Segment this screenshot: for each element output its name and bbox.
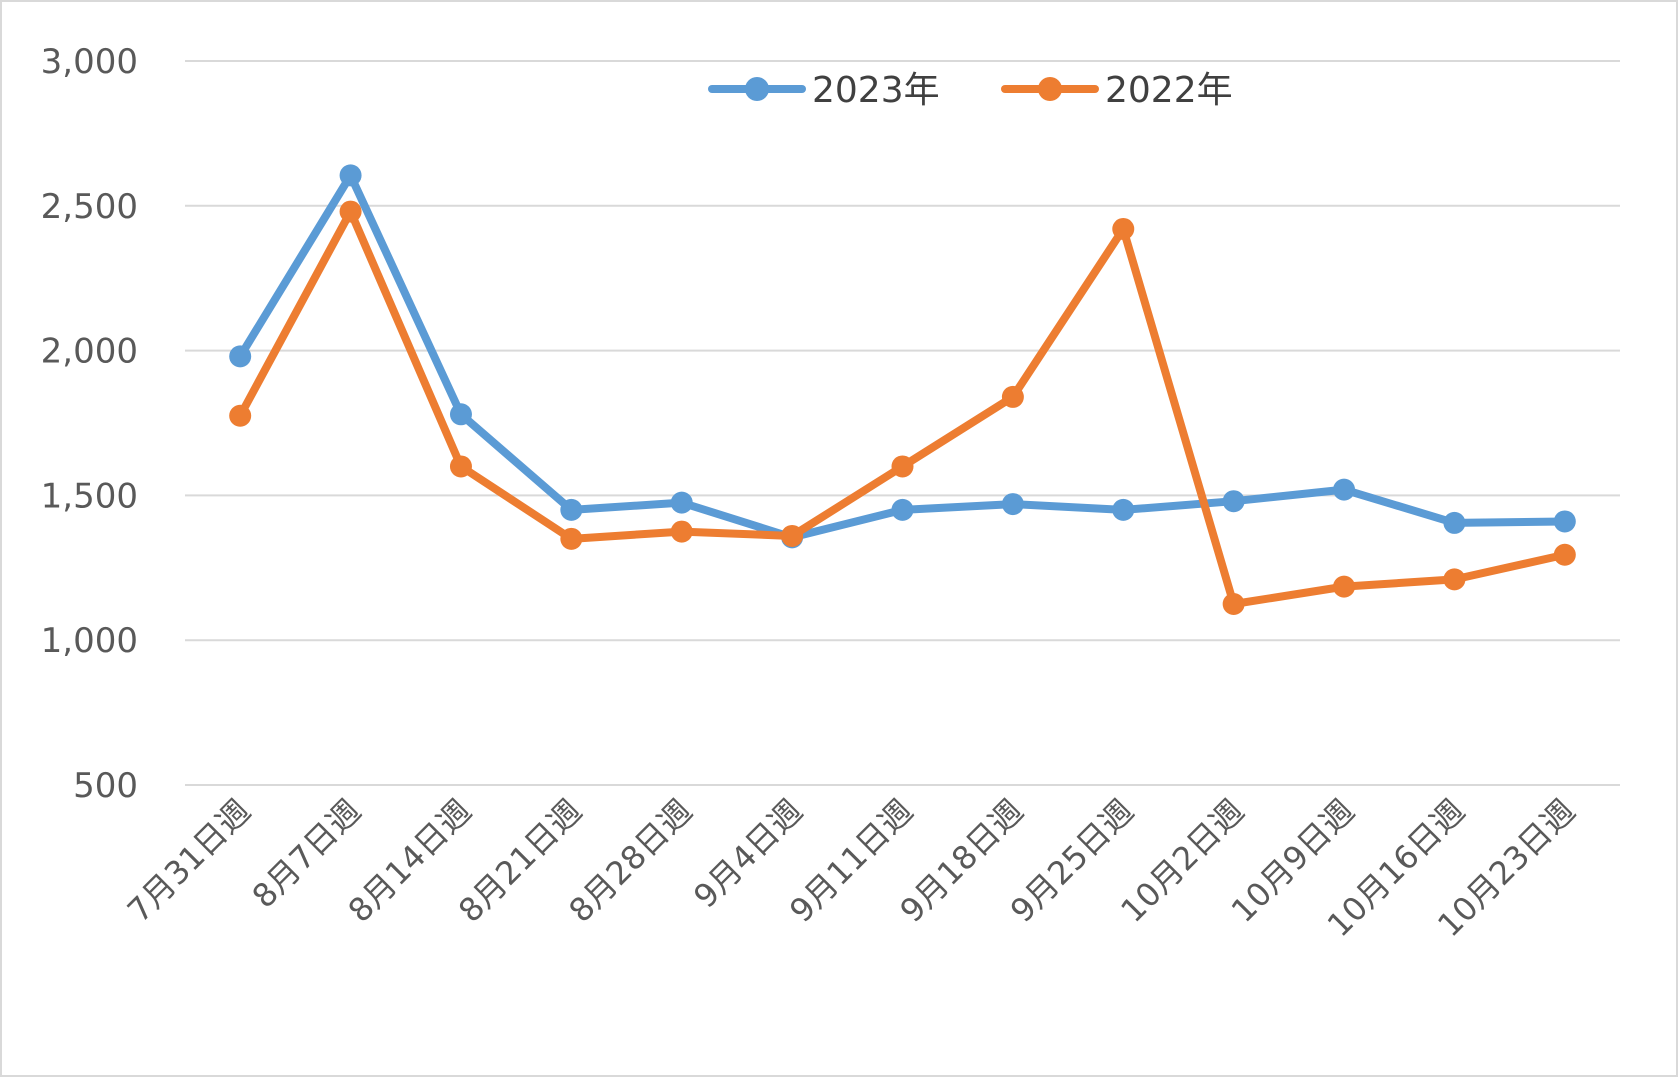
series-lines [229,164,1576,615]
y-tick-label: 3,000 [41,42,138,82]
y-axis-ticks: 500 1,000 1,500 2,000 2,500 3,000 [41,42,138,806]
data-point [339,164,362,187]
data-point [670,520,693,543]
legend-swatch-marker [745,77,769,101]
data-point [229,345,252,368]
data-point [1333,478,1356,501]
series-line [236,171,1569,542]
x-axis-ticks: 7月31日週8月7日週8月14日週8月21日週8月28日週9月4日週9月11日週… [120,792,1583,944]
data-point [1443,568,1466,591]
data-point [1333,575,1356,598]
data-point [449,403,472,426]
data-point [1553,510,1576,533]
data-point [560,498,583,521]
legend-label: 2022年 [1105,70,1233,111]
y-tick-label: 1,500 [41,476,138,516]
data-point [449,455,472,478]
data-point [1222,593,1245,615]
data-point [229,404,252,427]
data-point [1001,385,1024,408]
legend: 2023年 2022年 [708,70,1233,111]
series-line [236,207,1569,608]
data-point [560,527,583,550]
data-point [1443,511,1466,534]
y-tick-label: 500 [73,766,138,806]
y-tick-label: 2,500 [41,187,138,227]
data-point [1222,490,1245,513]
data-point [1553,543,1576,566]
gridlines [185,60,1620,786]
y-tick-label: 1,000 [41,621,138,661]
data-point [339,200,362,223]
data-point [1001,493,1024,516]
data-point [781,524,804,547]
legend-swatch-marker [1038,77,1062,101]
data-point [891,498,914,521]
x-tick-label: 7月31日週 [120,792,258,930]
data-point [1112,498,1135,521]
data-point [891,455,914,478]
y-tick-label: 2,000 [41,332,138,372]
data-point [670,491,693,514]
legend-label: 2023年 [812,70,940,111]
data-point [1112,217,1135,240]
